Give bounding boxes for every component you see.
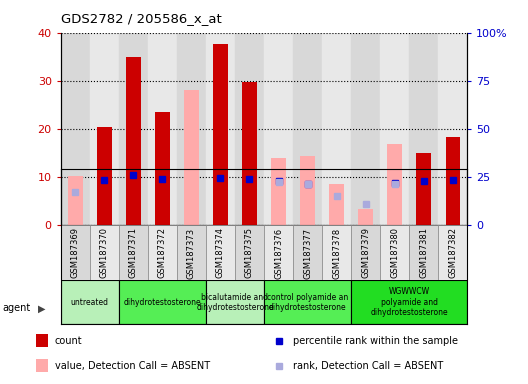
Text: control polyamide an
dihydrotestosterone: control polyamide an dihydrotestosterone: [267, 293, 348, 312]
Text: GSM187377: GSM187377: [303, 227, 312, 278]
Text: GDS2782 / 205586_x_at: GDS2782 / 205586_x_at: [61, 12, 221, 25]
Bar: [409, 225, 438, 280]
Bar: [206, 33, 235, 225]
Bar: [177, 225, 206, 280]
Bar: [90, 33, 119, 225]
Bar: [380, 33, 409, 225]
Text: percentile rank within the sample: percentile rank within the sample: [293, 336, 457, 346]
Bar: [184, 90, 199, 225]
Text: untreated: untreated: [71, 298, 109, 307]
Bar: [293, 225, 322, 280]
Bar: [119, 225, 148, 280]
Bar: [97, 127, 111, 225]
Text: GSM187371: GSM187371: [129, 227, 138, 278]
Bar: [148, 33, 177, 225]
Text: GSM187372: GSM187372: [158, 227, 167, 278]
Bar: [177, 33, 206, 225]
Bar: [351, 225, 380, 280]
Text: GSM187380: GSM187380: [390, 227, 399, 278]
Bar: [322, 33, 351, 225]
Text: ▶: ▶: [38, 303, 45, 313]
Text: dihydrotestosterone: dihydrotestosterone: [124, 298, 201, 307]
Bar: [242, 82, 257, 225]
Bar: [264, 225, 293, 280]
Text: rank, Detection Call = ABSENT: rank, Detection Call = ABSENT: [293, 361, 443, 371]
Bar: [293, 33, 322, 225]
Bar: [148, 225, 177, 280]
Bar: [388, 144, 402, 225]
Text: agent: agent: [3, 303, 31, 313]
Text: GSM187379: GSM187379: [361, 227, 370, 278]
Bar: [68, 176, 82, 225]
Text: GSM187375: GSM187375: [245, 227, 254, 278]
Bar: [206, 225, 235, 280]
Bar: [351, 280, 467, 324]
Bar: [351, 33, 380, 225]
Bar: [155, 112, 169, 225]
Bar: [36, 359, 48, 372]
Text: GSM187381: GSM187381: [419, 227, 428, 278]
Bar: [119, 280, 206, 324]
Bar: [264, 33, 293, 225]
Bar: [329, 184, 344, 225]
Text: GSM187378: GSM187378: [332, 227, 341, 278]
Text: count: count: [55, 336, 82, 346]
Bar: [380, 225, 409, 280]
Bar: [409, 33, 438, 225]
Bar: [417, 153, 431, 225]
Text: GSM187373: GSM187373: [187, 227, 196, 278]
Text: GSM187376: GSM187376: [274, 227, 283, 278]
Bar: [36, 334, 48, 347]
Bar: [271, 159, 286, 225]
Text: bicalutamide and
dihydrotestosterone: bicalutamide and dihydrotestosterone: [196, 293, 274, 312]
Text: GSM187382: GSM187382: [448, 227, 457, 278]
Bar: [90, 225, 119, 280]
Text: value, Detection Call = ABSENT: value, Detection Call = ABSENT: [55, 361, 210, 371]
Bar: [322, 225, 351, 280]
Bar: [126, 56, 140, 225]
Text: GSM187370: GSM187370: [100, 227, 109, 278]
Bar: [446, 137, 460, 225]
Text: GSM187369: GSM187369: [71, 227, 80, 278]
Bar: [213, 44, 228, 225]
Bar: [61, 280, 119, 324]
Bar: [61, 33, 90, 225]
Bar: [235, 33, 264, 225]
Bar: [206, 280, 264, 324]
Bar: [264, 280, 351, 324]
Text: WGWWCW
polyamide and
dihydrotestosterone: WGWWCW polyamide and dihydrotestosterone: [370, 288, 448, 317]
Bar: [119, 33, 148, 225]
Bar: [359, 209, 373, 225]
Bar: [438, 33, 467, 225]
Bar: [235, 225, 264, 280]
Bar: [300, 157, 315, 225]
Bar: [61, 225, 90, 280]
Bar: [438, 225, 467, 280]
Text: GSM187374: GSM187374: [216, 227, 225, 278]
